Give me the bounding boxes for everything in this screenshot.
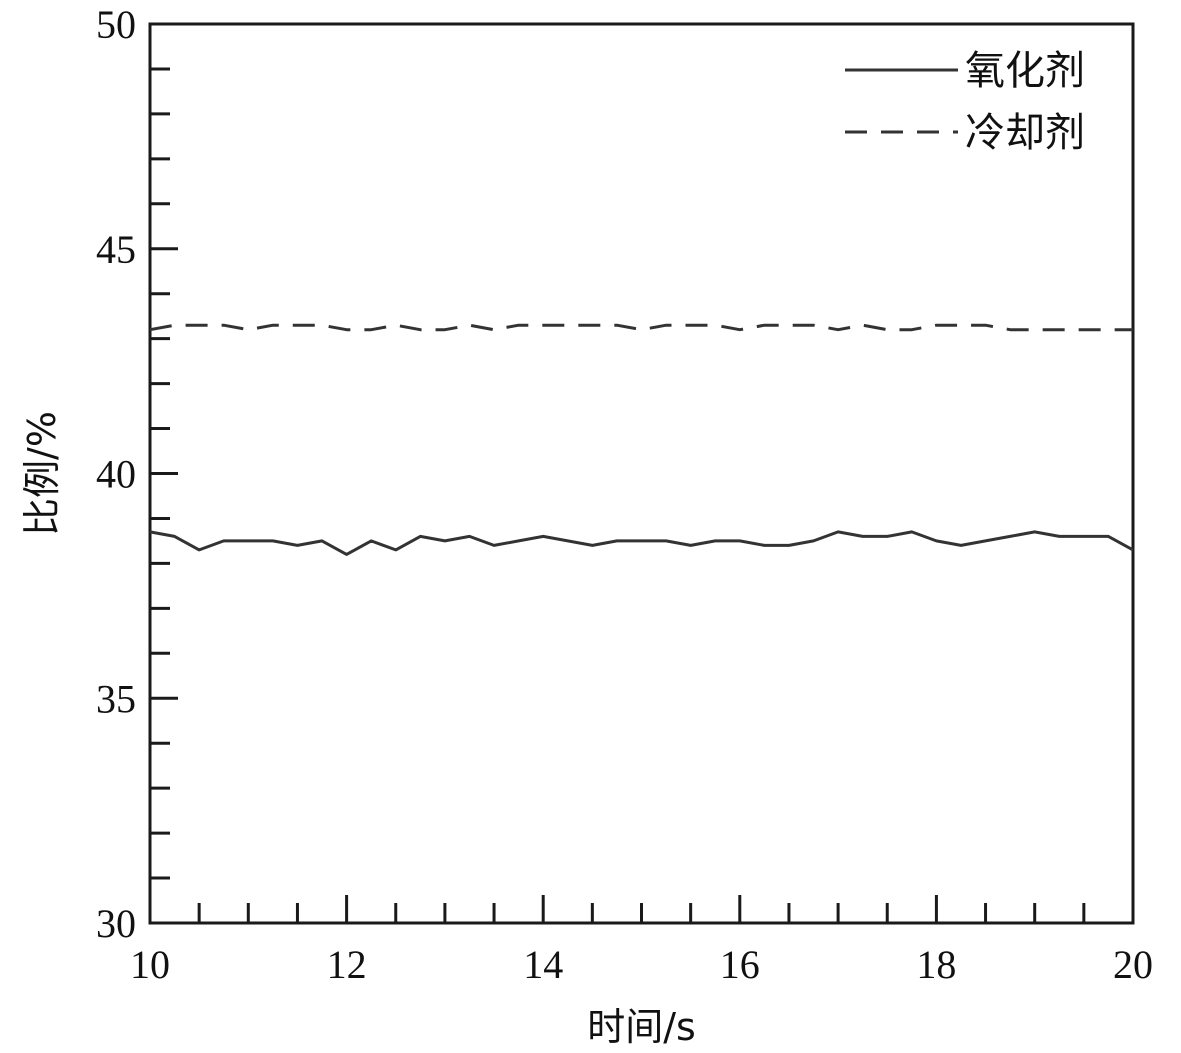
y-tick-label: 45 — [96, 227, 136, 272]
y-tick-label: 30 — [96, 901, 136, 946]
x-tick-label: 14 — [523, 942, 563, 987]
y-axis-ticks: 30 35 40 45 50 — [96, 2, 178, 946]
x-tick-label: 18 — [916, 942, 956, 987]
x-axis-label: 时间/s — [587, 1005, 696, 1049]
y-tick-label: 40 — [96, 452, 136, 497]
series-line-1 — [149, 530, 1134, 556]
y-axis-label: 比例/% — [20, 411, 64, 536]
series-line-2 — [149, 323, 1133, 332]
plot-area — [148, 22, 1135, 925]
legend-label-2: 冷却剂 — [965, 110, 1085, 156]
x-tick-label: 12 — [327, 942, 367, 987]
y-tick-label: 50 — [96, 2, 136, 47]
x-tick-label: 16 — [720, 942, 760, 987]
x-tick-label: 10 — [130, 942, 170, 987]
legend-label-1: 氧化剂 — [965, 48, 1085, 94]
x-tick-label: 20 — [1113, 942, 1153, 987]
x-axis-ticks: 10 12 14 16 18 20 — [130, 895, 1153, 987]
series-layer — [149, 323, 1134, 556]
plot-frame — [148, 22, 1135, 925]
y-tick-label: 35 — [96, 676, 136, 721]
